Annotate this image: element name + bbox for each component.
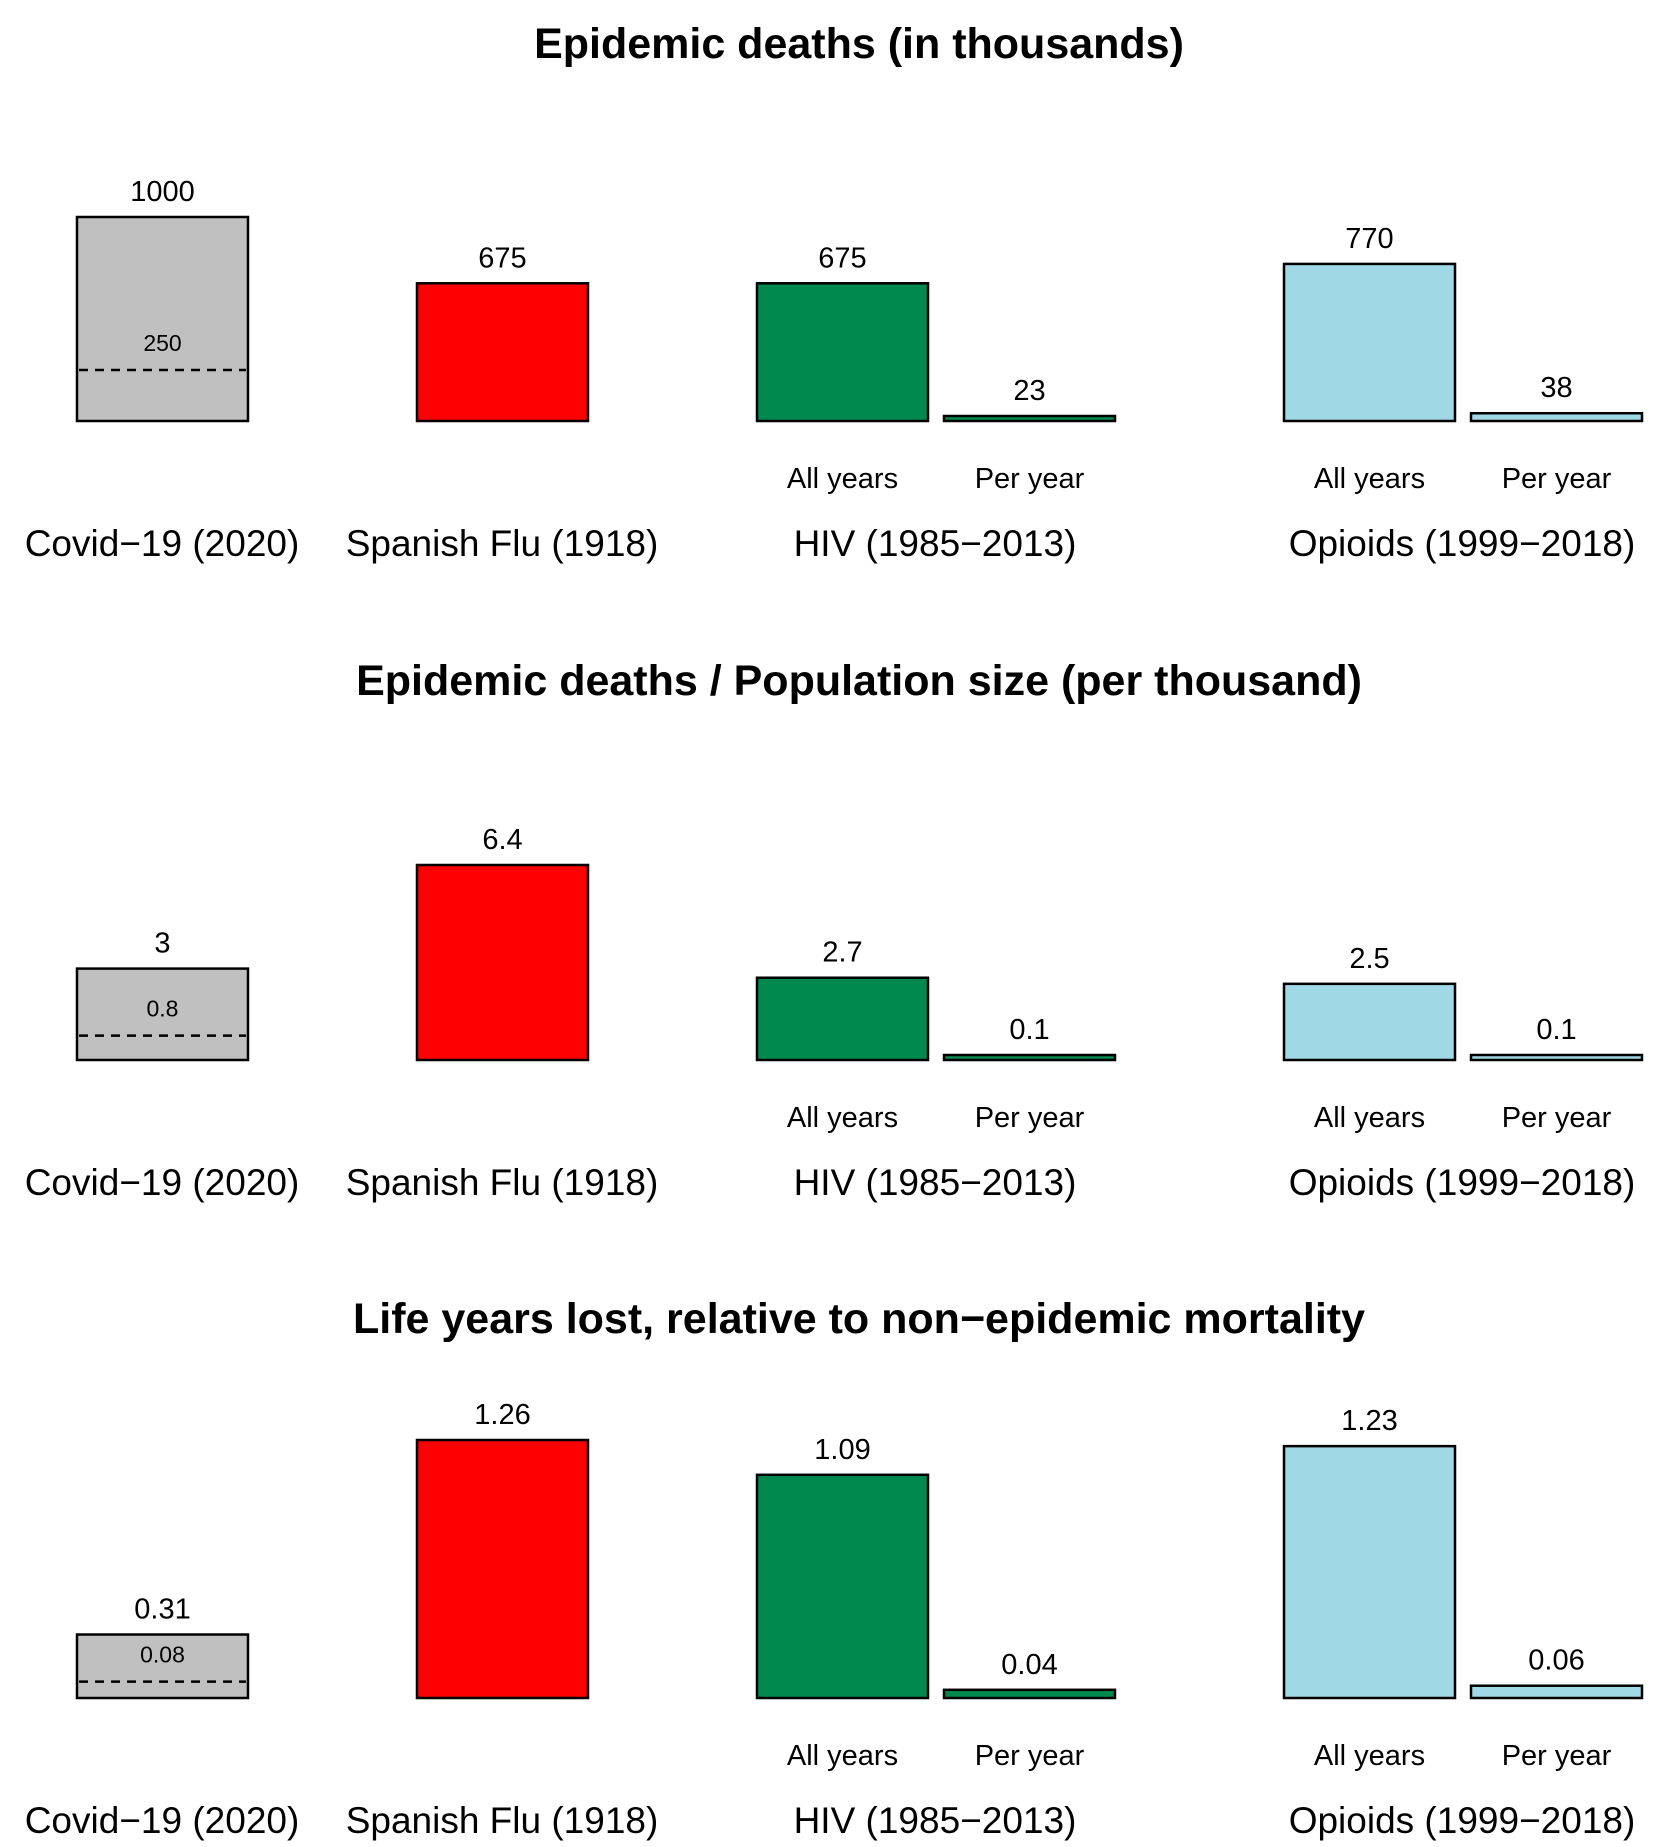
panel-2-spanish-flu-1918-value-label-1: 6.4: [482, 824, 522, 856]
panel-2-opioids-1999-2018-sublabel-1: All years: [1314, 1102, 1425, 1134]
panel-2-hiv-1985-2013-sublabel-2: Per year: [975, 1102, 1085, 1134]
panel-2-opioids-1999-2018-bar-1: [1282, 982, 1457, 1062]
panel-1-opioids-1999-2018-group-label: Opioids (1999−2018): [1289, 523, 1636, 564]
panel-1-hiv-1985-2013-sublabel-1: All years: [787, 463, 898, 495]
panel-3-covid-19-2020-reference-label: 0.08: [140, 1642, 185, 1668]
panel-1-title: Epidemic deaths (in thousands): [534, 20, 1184, 68]
panel-3-title: Life years lost, relative to non−epidemi…: [353, 1295, 1365, 1343]
panel-3-hiv-1985-2013-group-label: HIV (1985−2013): [794, 1800, 1077, 1841]
panel-1-spanish-flu-1918-bar-1: [415, 282, 590, 423]
panel-3-hiv-1985-2013-sublabel-1: All years: [787, 1740, 898, 1772]
panel-1-covid-19-2020-reference-label: 250: [143, 330, 181, 356]
panel-3-opioids-1999-2018-bar-2: [1469, 1684, 1644, 1700]
panel-2-opioids-1999-2018-bar-2: [1469, 1053, 1644, 1062]
panel-1-covid-19-2020-value-label-1: 1000: [130, 176, 195, 208]
panel-3-spanish-flu-1918-group-label: Spanish Flu (1918): [346, 1800, 659, 1841]
panel-2-hiv-1985-2013-bar-2: [942, 1053, 1117, 1062]
panel-1-hiv-1985-2013-value-label-2: 23: [1013, 375, 1045, 407]
panel-1-opioids-1999-2018-value-label-2: 38: [1540, 372, 1572, 404]
panel-1-opioids-1999-2018-value-label-1: 770: [1345, 223, 1393, 255]
panel-2-opioids-1999-2018-value-label-1: 2.5: [1349, 943, 1389, 975]
panel-2-covid-19-2020-reference-label: 0.8: [147, 996, 179, 1022]
panel-3-opioids-1999-2018-sublabel-1: All years: [1314, 1740, 1425, 1772]
panel-3-hiv-1985-2013-bar-1: [755, 1473, 930, 1700]
panel-1-opioids-1999-2018-sublabel-2: Per year: [1502, 463, 1612, 495]
panel-3-spanish-flu-1918-value-label-1: 1.26: [474, 1399, 530, 1431]
panel-2-spanish-flu-1918-group-label: Spanish Flu (1918): [346, 1162, 659, 1203]
panel-1-covid-19-2020-bar-1: [75, 215, 250, 423]
panel-1-hiv-1985-2013-bar-1: [755, 282, 930, 423]
panel-3-spanish-flu-1918-bar-1: [415, 1438, 590, 1700]
panel-2-hiv-1985-2013-value-label-2: 0.1: [1009, 1014, 1049, 1046]
panel-2-hiv-1985-2013-group-label: HIV (1985−2013): [794, 1162, 1077, 1203]
panel-1-spanish-flu-1918-value-label-1: 675: [478, 242, 526, 274]
panel-2-spanish-flu-1918-bar-1: [415, 863, 590, 1062]
panel-3-hiv-1985-2013-bar-2: [942, 1688, 1117, 1700]
panel-2-opioids-1999-2018-value-label-2: 0.1: [1536, 1014, 1576, 1046]
panel-3-opioids-1999-2018-value-label-2: 0.06: [1528, 1645, 1584, 1677]
panel-2-hiv-1985-2013-value-label-1: 2.7: [822, 937, 862, 969]
panel-3-hiv-1985-2013-sublabel-2: Per year: [975, 1740, 1085, 1772]
panel-1-opioids-1999-2018-bar-2: [1469, 411, 1644, 423]
panel-1-spanish-flu-1918-group-label: Spanish Flu (1918): [346, 523, 659, 564]
panel-2-covid-19-2020-bar-1: [75, 967, 250, 1062]
panel-3-covid-19-2020-bar-1: [75, 1633, 250, 1700]
panel-3-covid-19-2020-value-label-1: 0.31: [134, 1594, 190, 1626]
panel-1-hiv-1985-2013-bar-2: [942, 414, 1117, 423]
panel-1-covid-19-2020-group-label: Covid−19 (2020): [25, 523, 300, 564]
panel-2-opioids-1999-2018-group-label: Opioids (1999−2018): [1289, 1162, 1636, 1203]
panel-3-opioids-1999-2018-bar-1: [1282, 1444, 1457, 1700]
panel-1-opioids-1999-2018-sublabel-1: All years: [1314, 463, 1425, 495]
panel-2-hiv-1985-2013-sublabel-1: All years: [787, 1102, 898, 1134]
panel-2-covid-19-2020-group-label: Covid−19 (2020): [25, 1162, 300, 1203]
panel-2-opioids-1999-2018-sublabel-2: Per year: [1502, 1102, 1612, 1134]
panel-2-title: Epidemic deaths / Population size (per t…: [356, 657, 1362, 705]
panel-3-opioids-1999-2018-value-label-1: 1.23: [1341, 1405, 1397, 1437]
panel-1-opioids-1999-2018-bar-1: [1282, 262, 1457, 423]
panel-2-hiv-1985-2013-bar-1: [755, 976, 930, 1062]
panel-2-covid-19-2020-value-label-1: 3: [154, 928, 170, 960]
panel-1-hiv-1985-2013-value-label-1: 675: [818, 242, 866, 274]
panel-3-covid-19-2020-group-label: Covid−19 (2020): [25, 1800, 300, 1841]
panel-3-opioids-1999-2018-group-label: Opioids (1999−2018): [1289, 1800, 1636, 1841]
panel-1-hiv-1985-2013-sublabel-2: Per year: [975, 463, 1085, 495]
panel-3-hiv-1985-2013-value-label-2: 0.04: [1001, 1649, 1057, 1681]
panel-1-hiv-1985-2013-group-label: HIV (1985−2013): [794, 523, 1077, 564]
panel-3-hiv-1985-2013-value-label-1: 1.09: [814, 1434, 870, 1466]
panel-3-opioids-1999-2018-sublabel-2: Per year: [1502, 1740, 1612, 1772]
